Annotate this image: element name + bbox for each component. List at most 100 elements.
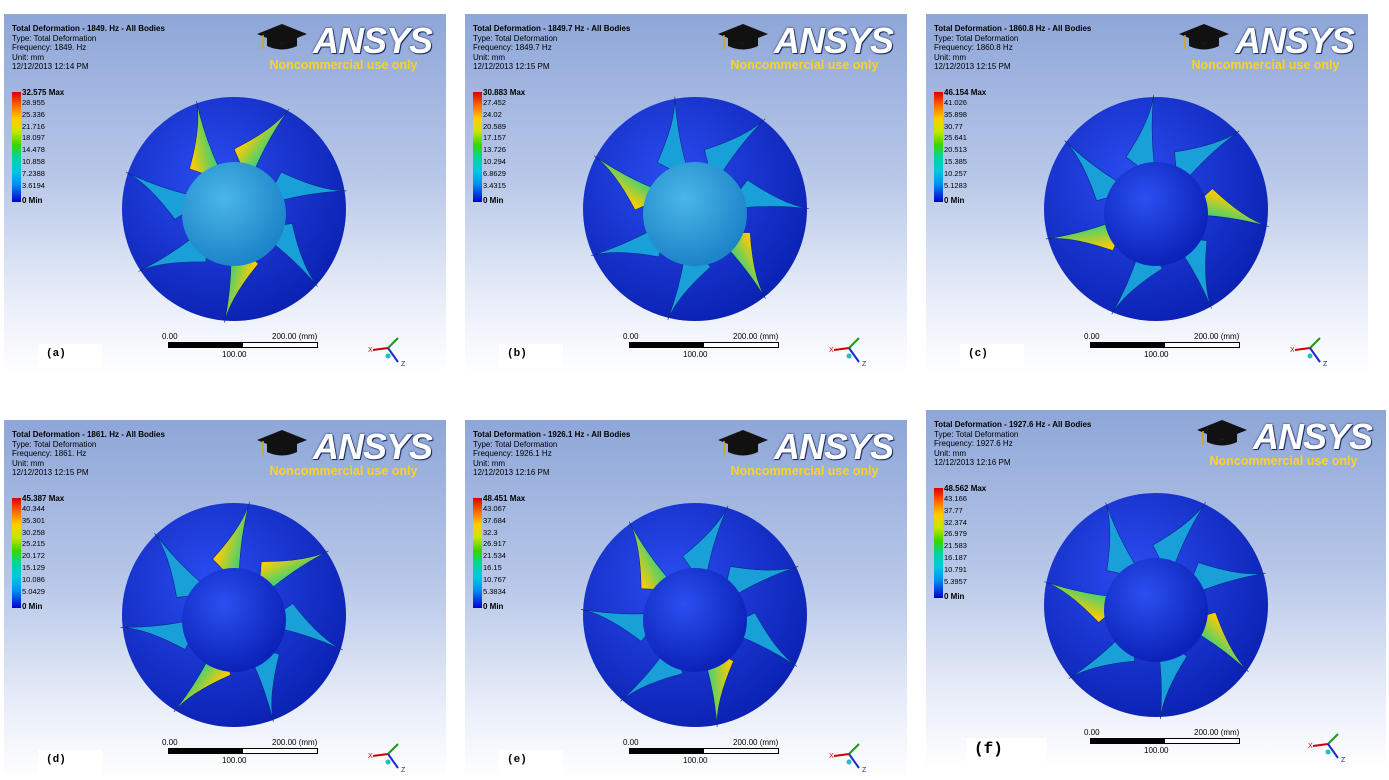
legend-tick: 18.097 <box>22 133 45 143</box>
result-title: Total Deformation - 1849. Hz - All Bodie… <box>12 24 165 33</box>
legend-tick: 25.641 <box>944 133 967 143</box>
result-date: 12/12/2013 12:14 PM <box>12 62 89 71</box>
legend-tick: 25.336 <box>22 109 45 119</box>
result-unit: Unit: mm <box>12 52 44 62</box>
result-type: Type: Total Deformation <box>12 33 97 43</box>
legend-tick: 35.898 <box>944 109 967 119</box>
scale-bar-graphic <box>629 748 779 754</box>
legend-tick: 40.344 <box>22 504 45 513</box>
legend-color-bar <box>473 498 482 608</box>
scale-end: 200.00 (mm) <box>1194 332 1240 341</box>
legend-color-bar <box>12 92 21 202</box>
ansys-logo: ANSYS Noncommercial use only <box>712 424 897 484</box>
legend-tick: 3.6194 <box>22 180 45 190</box>
legend-tick: 32.374 <box>944 517 967 527</box>
legend-tick: 15.129 <box>22 563 45 572</box>
scale-bar-graphic <box>168 748 318 754</box>
panel-d: Total Deformation - 1861. Hz - All Bodie… <box>4 420 446 780</box>
scale-bar: 0.00 200.00 (mm) 100.00 <box>162 332 332 362</box>
legend-tick: 14.478 <box>22 145 45 155</box>
legend-tick: 21.534 <box>483 551 506 561</box>
result-date: 12/12/2013 12:15 PM <box>473 62 550 71</box>
legend-tick: 10.767 <box>483 574 506 584</box>
scale-end: 200.00 (mm) <box>272 738 318 747</box>
result-header: Total Deformation - 1849.7 Hz - All Bodi… <box>473 24 630 72</box>
ansys-brand-text: ANSYS <box>1235 20 1355 61</box>
scale-bar-graphic <box>629 342 779 348</box>
noncommercial-notice: Noncommercial use only <box>1209 454 1358 468</box>
axis-triad-icon: X Z <box>1308 728 1348 764</box>
scale-mid: 100.00 <box>222 756 247 765</box>
legend-max: 45.387 Max <box>22 494 65 503</box>
scale-bar: 0.00 200.00 (mm) 100.00 <box>1084 332 1254 362</box>
result-title: Total Deformation - 1849.7 Hz - All Bodi… <box>473 24 631 33</box>
axis-z-label: Z <box>401 767 406 774</box>
result-frequency: Frequency: 1849. Hz <box>12 43 87 52</box>
axis-x-label: X <box>829 347 834 354</box>
legend-max: 32.575 Max <box>22 88 65 97</box>
legend-tick: 7.2388 <box>22 168 45 178</box>
legend-tick: 27.452 <box>483 98 506 107</box>
noncommercial-notice: Noncommercial use only <box>269 464 418 478</box>
result-unit: Unit: mm <box>473 458 505 468</box>
noncommercial-notice: Noncommercial use only <box>730 464 879 478</box>
legend-tick: 20.589 <box>483 121 506 131</box>
axis-x-label: X <box>368 347 373 354</box>
panel-label: (f) <box>966 738 1046 766</box>
noncommercial-notice: Noncommercial use only <box>269 58 418 72</box>
legend-tick: 24.02 <box>483 109 502 119</box>
scale-mid: 100.00 <box>683 756 708 765</box>
ansys-logo: ANSYS Noncommercial use only <box>1173 18 1358 78</box>
legend-tick: 30.258 <box>22 527 45 537</box>
legend-tick: 10.086 <box>22 574 45 584</box>
result-date: 12/12/2013 12:16 PM <box>473 468 550 477</box>
deformation-model-render <box>1036 89 1276 329</box>
axis-x-label: X <box>829 753 834 760</box>
result-header: Total Deformation - 1861. Hz - All Bodie… <box>12 430 165 478</box>
legend-color-bar <box>473 92 482 202</box>
panel-e: Total Deformation - 1926.1 Hz - All Bodi… <box>465 420 907 780</box>
result-header: Total Deformation - 1860.8 Hz - All Bodi… <box>934 24 1091 72</box>
deformation-model-render <box>114 89 354 329</box>
legend-tick: 43.067 <box>483 504 506 513</box>
result-type: Type: Total Deformation <box>934 33 1019 43</box>
scale-end: 200.00 (mm) <box>733 738 779 747</box>
result-title: Total Deformation - 1861. Hz - All Bodie… <box>12 430 165 439</box>
graduation-cap-icon <box>1197 420 1247 446</box>
legend-tick: 26.917 <box>483 539 506 549</box>
result-unit: Unit: mm <box>12 458 44 468</box>
axis-z-label: Z <box>401 361 406 368</box>
axis-triad-icon: X Z <box>829 738 869 774</box>
result-title: Total Deformation - 1926.1 Hz - All Bodi… <box>473 430 631 439</box>
legend-min: 0 Min <box>483 602 504 611</box>
legend-max: 48.451 Max <box>483 494 526 503</box>
axis-x-label: X <box>1308 743 1313 750</box>
legend-max: 30.883 Max <box>483 88 526 97</box>
legend-tick: 10.294 <box>483 157 506 166</box>
scale-mid: 100.00 <box>683 350 708 359</box>
legend-color-bar <box>934 92 943 202</box>
graduation-cap-icon <box>718 24 768 50</box>
legend-tick: 37.684 <box>483 515 506 525</box>
legend-tick: 5.3834 <box>483 586 506 596</box>
scale-end: 200.00 (mm) <box>733 332 779 341</box>
legend-tick: 20.172 <box>22 551 45 561</box>
scale-start: 0.00 <box>1084 332 1100 341</box>
legend-color-bar <box>934 488 943 598</box>
legend-tick: 5.1283 <box>944 180 967 190</box>
axis-z-label: Z <box>862 767 867 774</box>
legend-tick: 32.3 <box>483 527 498 537</box>
result-header: Total Deformation - 1927.6 Hz - All Bodi… <box>934 420 1091 468</box>
legend-min: 0 Min <box>22 602 43 611</box>
result-type: Type: Total Deformation <box>473 439 558 449</box>
legend-tick: 43.166 <box>944 494 967 503</box>
panel-b: Total Deformation - 1849.7 Hz - All Bodi… <box>465 14 907 374</box>
legend-tick: 35.301 <box>22 515 45 525</box>
ansys-brand-text: ANSYS <box>774 20 894 61</box>
result-frequency: Frequency: 1861. Hz <box>12 449 87 458</box>
legend-tick: 37.77 <box>944 505 963 515</box>
legend-tick: 15.385 <box>944 157 967 166</box>
deformation-model-render <box>1036 485 1276 725</box>
axis-z-label: Z <box>862 361 867 368</box>
scale-bar-graphic <box>168 342 318 348</box>
